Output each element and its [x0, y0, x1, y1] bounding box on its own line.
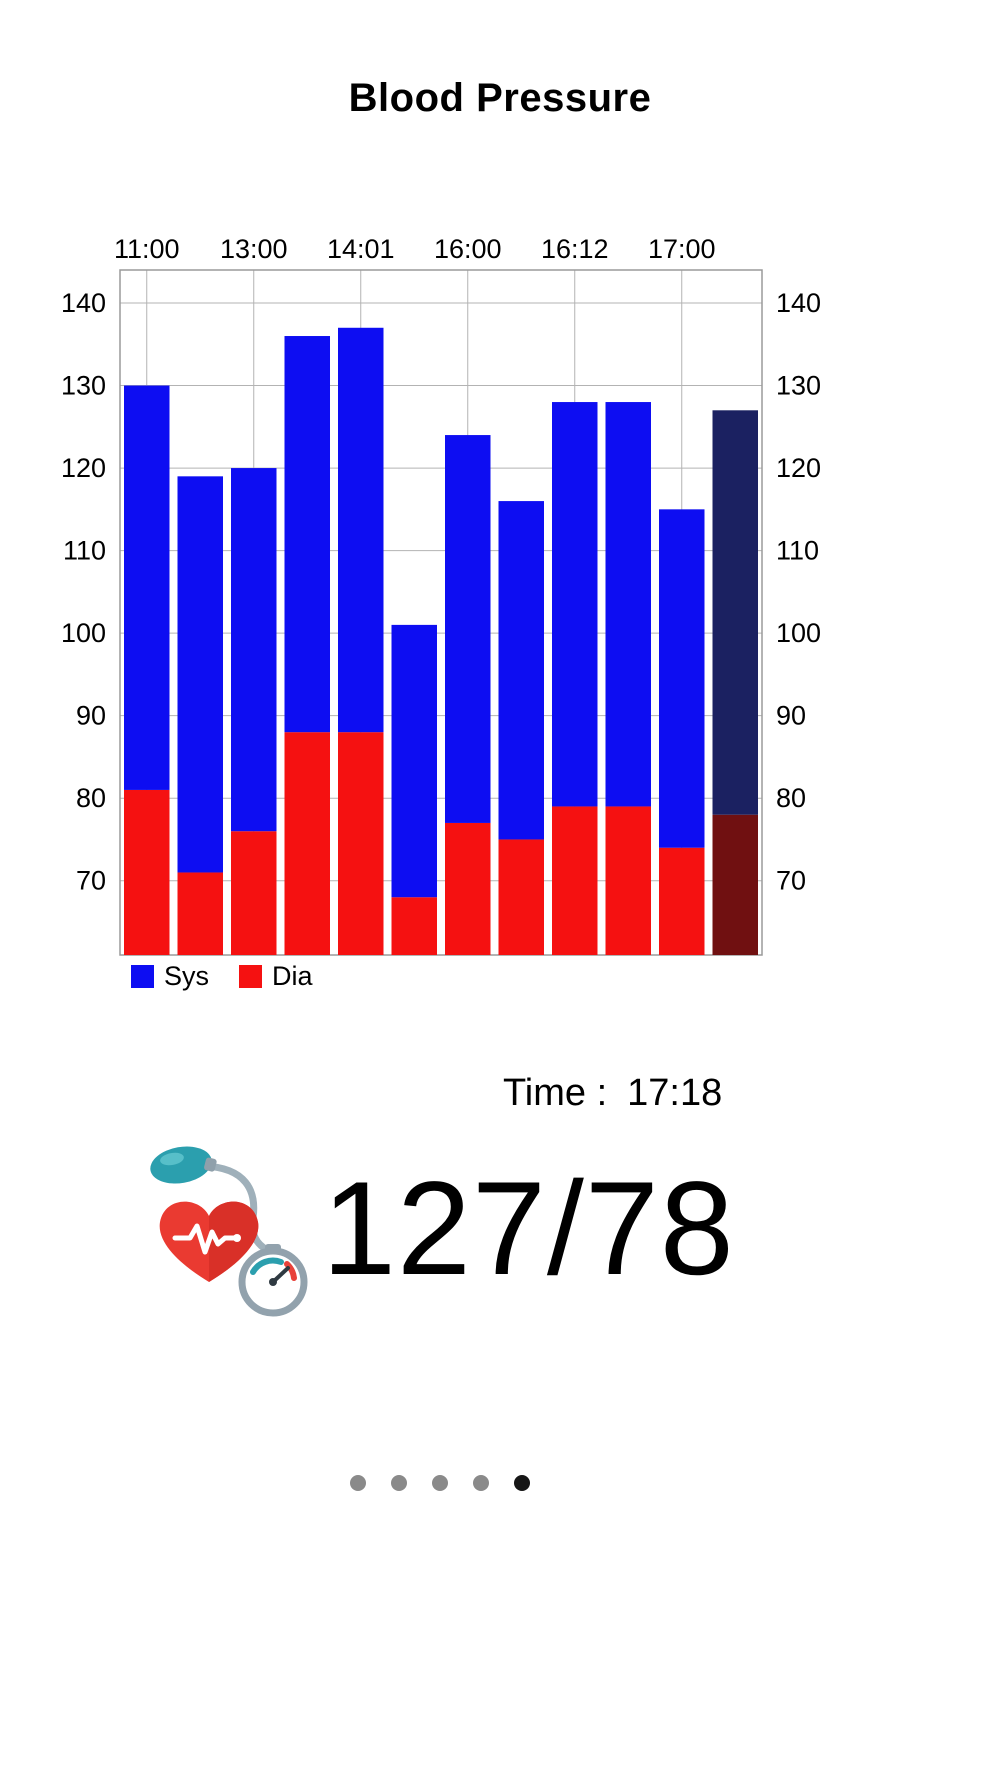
axis-tick-label: 90 — [776, 701, 806, 731]
gauge-red-arc-icon — [284, 1261, 297, 1281]
chart-bar[interactable] — [498, 501, 545, 840]
legend-item-sys: Sys — [131, 961, 209, 992]
axis-tick-label: 140 — [776, 288, 821, 318]
chart-bar[interactable] — [605, 402, 652, 807]
axis-tick-label: 130 — [61, 371, 106, 401]
blood-pressure-chart: 70 70 80 80 90 90 100 100 110 110 120 120 130 130 140 1… — [61, 234, 821, 956]
axis-tick-label: 110 — [776, 536, 819, 566]
time-tick-label: 16:00 — [434, 234, 502, 264]
chart-legend: Sys Dia — [131, 961, 313, 992]
time-tick-label: 11:00 — [114, 234, 180, 264]
time-tick-label: 13:00 — [220, 234, 288, 264]
pump-bulb-icon — [150, 1146, 212, 1184]
pagination-dot[interactable] — [432, 1475, 448, 1491]
bulb-highlight-icon — [160, 1152, 184, 1166]
chart-bar[interactable] — [338, 732, 384, 955]
chart-bar[interactable] — [659, 509, 705, 848]
chart-bar[interactable] — [338, 327, 384, 733]
chart-bar[interactable] — [445, 435, 491, 823]
chart-bar[interactable] — [552, 402, 598, 807]
axis-tick-label: 70 — [776, 866, 806, 896]
pagination-dot[interactable] — [473, 1475, 489, 1491]
chart-bar[interactable] — [231, 468, 277, 832]
time-value: 17:18 — [627, 1072, 723, 1114]
reading-time: Time : 17:18 — [503, 1072, 722, 1115]
chart-bar[interactable] — [712, 814, 759, 955]
axis-tick-label: 140 — [61, 288, 106, 318]
chart-bar[interactable] — [284, 336, 331, 733]
axis-tick-label: 120 — [776, 453, 821, 483]
chart-bar[interactable] — [177, 476, 224, 873]
chart-bar[interactable] — [124, 385, 170, 790]
chart-bar[interactable] — [659, 847, 705, 955]
chart-bar[interactable] — [605, 806, 652, 955]
axis-tick-label: 120 — [61, 453, 106, 483]
dia-color-swatch-icon — [239, 965, 263, 988]
heart-shade-icon — [209, 1201, 259, 1282]
chart-bar[interactable] — [284, 732, 331, 955]
axis-tick-label: 100 — [776, 618, 821, 648]
time-tick-label: 16:12 — [541, 234, 609, 264]
ecg-dot-icon — [233, 1234, 241, 1242]
axis-tick-label: 100 — [61, 618, 106, 648]
time-tick-label: 17:00 — [648, 234, 716, 264]
chart-bar[interactable] — [124, 789, 170, 955]
axis-tick-label: 110 — [63, 536, 106, 566]
axis-tick-label: 70 — [76, 866, 106, 896]
pagination-dot[interactable] — [514, 1475, 530, 1491]
bulb-valve-icon — [204, 1157, 217, 1172]
axis-tick-label: 90 — [76, 701, 106, 731]
chart-bar[interactable] — [177, 872, 224, 955]
chart-bar[interactable] — [498, 839, 545, 955]
gauge-hub-icon — [269, 1278, 277, 1286]
bp-reading-value: 127/78 — [322, 1155, 735, 1303]
legend-item-dia: Dia — [239, 961, 313, 992]
pagination-dot[interactable] — [350, 1475, 366, 1491]
legend-label-sys: Sys — [164, 961, 210, 991]
page-title: Blood Pressure — [348, 76, 652, 120]
axis-tick-label: 80 — [776, 783, 806, 813]
time-label: Time : — [503, 1072, 608, 1114]
ecg-line-icon — [172, 1223, 240, 1255]
chart-bar[interactable] — [231, 831, 277, 955]
pagination-dot[interactable] — [391, 1475, 407, 1491]
chart-bar[interactable] — [391, 897, 438, 955]
axis-tick-label: 130 — [776, 371, 821, 401]
chart-bar[interactable] — [712, 410, 759, 815]
legend-label-dia: Dia — [272, 961, 313, 991]
blood-pressure-monitor-icon — [150, 1146, 308, 1317]
chart-bar[interactable] — [552, 806, 598, 955]
pagination-dots — [350, 1475, 530, 1491]
time-tick-label: 14:01 — [327, 234, 395, 264]
sys-color-swatch-icon — [131, 965, 154, 988]
axis-tick-label: 80 — [76, 783, 106, 813]
chart-bar[interactable] — [391, 624, 438, 898]
chart-bar[interactable] — [445, 822, 491, 955]
gauge-teal-arc-icon — [250, 1257, 284, 1275]
